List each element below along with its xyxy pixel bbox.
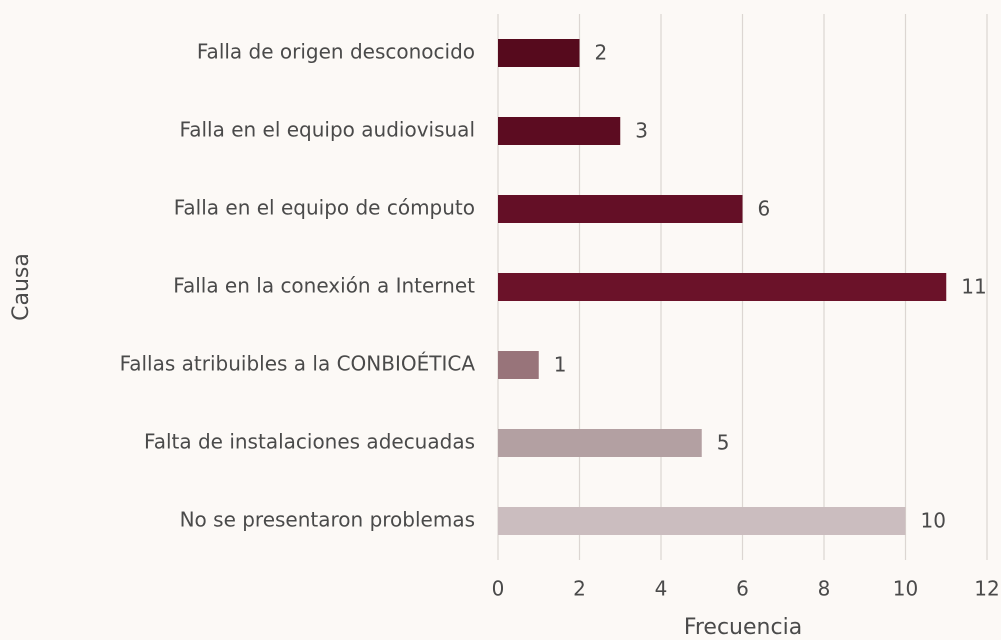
x-tick-label: 10 [893,577,918,601]
value-label: 6 [758,197,771,221]
x-tick-label: 0 [492,577,505,601]
y-tick-label: Falla en el equipo audiovisual [180,118,475,142]
x-tick-label: 2 [573,577,586,601]
y-tick-label: Fallas atribuibles a la CONBIOÉTICA [120,352,476,376]
bar [498,39,580,67]
y-axis-label: Causa [9,253,34,321]
y-tick-label: No se presentaron problemas [180,508,475,532]
y-tick-label: Falla de origen desconocido [197,40,475,64]
bar [498,117,621,145]
x-tick-label: 12 [974,577,999,601]
bar [498,273,947,301]
y-tick-label: Falla en la conexión a Internet [173,274,475,298]
bar [498,429,702,457]
value-label: 5 [717,431,730,455]
y-tick-label: Falla en el equipo de cómputo [174,196,475,220]
bar [498,351,539,379]
x-tick-label: 8 [818,577,831,601]
value-label: 3 [635,119,648,143]
value-label: 2 [595,41,608,65]
y-tick-label: Falta de instalaciones adecuadas [144,430,475,454]
x-tick-label: 6 [736,577,749,601]
value-label: 10 [921,509,946,533]
bar [498,507,906,535]
bar [498,195,743,223]
value-label: 11 [961,275,986,299]
x-axis-label: Frecuencia [684,615,802,640]
value-label: 1 [554,353,567,377]
x-tick-label: 4 [655,577,668,601]
